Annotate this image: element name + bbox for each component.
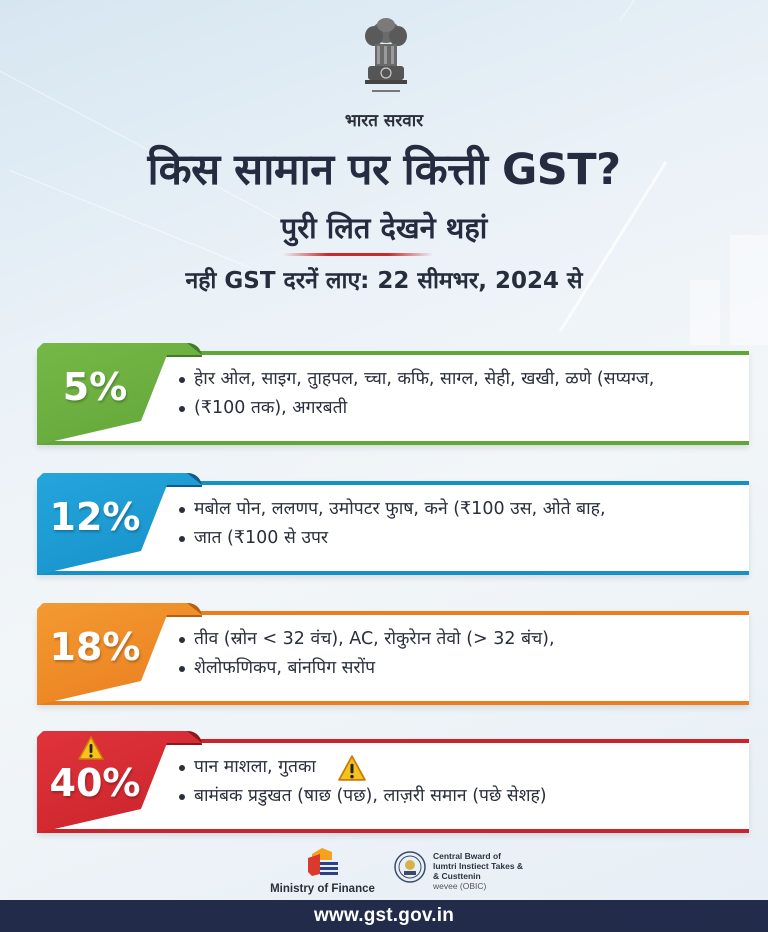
rate-items-list: पान माशला, गुतका बामंबक प्रडुखत (षाछ (पछ…: [179, 753, 547, 811]
rate-card-5: 5% हेार ओल, साइग, तुाहपल, च्चा, कफि, साग…: [37, 343, 749, 445]
warning-icon: [78, 736, 104, 760]
list-item: तीव (स्रोन < 32 वंच), AC, रोकुरेान तेवो …: [179, 625, 555, 654]
page-subtitle: पुरी लित देखने थहां: [280, 211, 488, 245]
rate-items-list: मबोल पोन, ललणप, उमोपटर फुाष, कने (₹100 उ…: [179, 495, 606, 553]
bullet-icon: [179, 636, 185, 643]
effective-date: नही GST दरनें लाए: 22 सीमभर, 2024 से: [185, 268, 583, 294]
list-item: पान माशला, गुतका: [179, 753, 547, 782]
rate-card-18: 18% तीव (स्रोन < 32 वंच), AC, रोकुरेान त…: [37, 603, 749, 705]
bullet-icon: [179, 506, 185, 513]
rate-label: 5%: [62, 365, 128, 409]
bullet-icon: [179, 764, 185, 771]
bullet-icon: [179, 535, 185, 542]
page-title: किस सामान पर कित्ती GST?: [147, 145, 621, 195]
rate-label: 40%: [49, 761, 141, 805]
ministry-of-finance-icon: [307, 848, 338, 876]
footer-bar: www.gst.gov.in: [0, 900, 768, 932]
ministry-of-finance-logo: Ministry of Finance: [270, 842, 375, 895]
cbic-seal-icon: [394, 851, 426, 883]
rate-card-40: 40% पान माशला, गुतका बामंबक प्रडुखत (षाछ…: [37, 731, 749, 833]
rate-items-list: हेार ओल, साइग, तुाहपल, च्चा, कफि, साग्ल,…: [179, 365, 654, 423]
list-item: (₹100 तक), अगरबती: [179, 394, 654, 423]
warning-icon: [338, 754, 366, 781]
rate-items-list: तीव (स्रोन < 32 वंच), AC, रोकुरेान तेवो …: [179, 625, 555, 683]
bullet-icon: [179, 793, 185, 800]
rate-label: 12%: [49, 495, 141, 539]
website-link[interactable]: www.gst.gov.in: [313, 905, 455, 926]
rate-card-12: 12% मबोल पोन, ललणप, उमोपटर फुाष, कने (₹1…: [37, 473, 749, 575]
rate-label: 18%: [49, 625, 141, 669]
list-item: मबोल पोन, ललणप, उमोपटर फुाष, कने (₹100 उ…: [179, 495, 606, 524]
government-label: भारत सरवार: [344, 111, 424, 131]
cbic-name: Central Bward of lumtri Instiect Takes &…: [433, 851, 524, 891]
national-emblem-icon: [365, 18, 407, 92]
bullet-icon: [179, 665, 185, 672]
list-item: हेार ओल, साइग, तुाहपल, च्चा, कफि, साग्ल,…: [179, 365, 654, 394]
header: भारत सरवार किस सामान पर कित्ती GST? पुरी…: [0, 0, 768, 330]
list-item: जात (₹100 से उपर: [179, 524, 606, 553]
list-item: बामंबक प्रडुखत (षाछ (पछ), लाज़री समान (प…: [179, 782, 547, 811]
bullet-icon: [179, 376, 185, 383]
list-item: शेलोफणिकप, बांनपिग सरोंप: [179, 654, 555, 683]
logos-row: Ministry of Finance Central Bward of lum…: [0, 842, 768, 900]
subtitle-underline: [283, 253, 433, 256]
cbic-logo: Central Bward of lumtri Instiect Takes &…: [393, 848, 533, 894]
bullet-icon: [179, 405, 185, 412]
